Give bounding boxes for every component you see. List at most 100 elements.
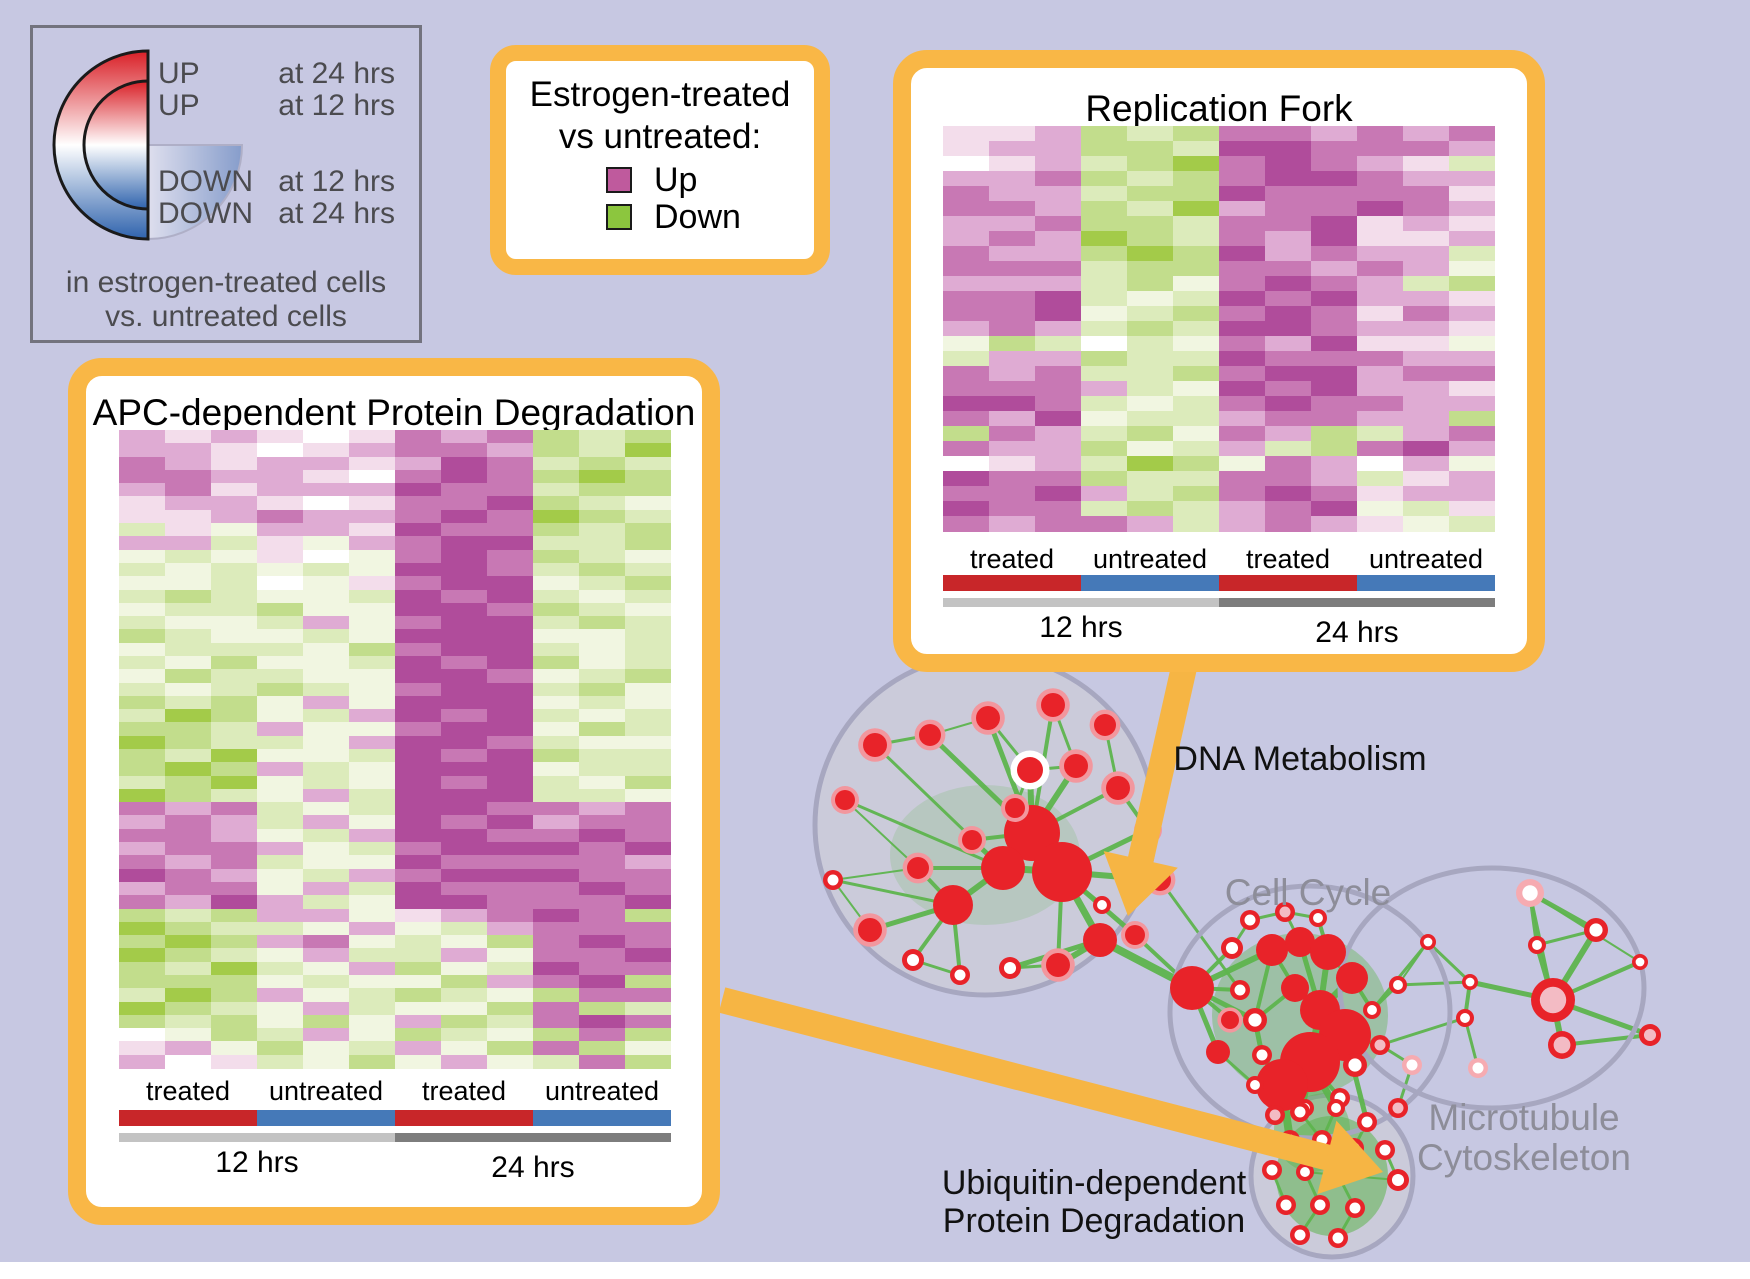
heatmap-cell <box>1311 471 1357 487</box>
heatmap-cell <box>533 602 579 617</box>
gene-node-core <box>1005 798 1025 818</box>
heatmap-cell <box>625 815 671 830</box>
treated-bar <box>1219 575 1357 591</box>
heatmap-cell <box>395 988 441 1003</box>
timepoint-label-24hrs: 24 hrs <box>491 1151 575 1184</box>
heatmap-cell <box>1173 126 1219 142</box>
heatmap-cell <box>1127 366 1173 382</box>
heatmap-cell <box>441 961 487 976</box>
heatmap-cell <box>349 496 395 511</box>
heatmap-cell <box>1449 246 1495 262</box>
heatmap-cell <box>1173 381 1219 397</box>
heatmap-cell <box>1403 456 1449 472</box>
heatmap-cell <box>1449 126 1495 142</box>
heatmap-cell <box>943 231 989 247</box>
heatmap-cell <box>1081 426 1127 442</box>
heatmap-cell <box>395 456 441 471</box>
heatmap-cell <box>943 141 989 157</box>
heatmap-cell <box>989 351 1035 367</box>
heatmap-cell <box>1219 171 1265 187</box>
heatmap-cell <box>1449 141 1495 157</box>
heatmap-cell <box>943 276 989 292</box>
heatmap-cell <box>257 443 303 458</box>
heatmap-cell <box>165 536 211 551</box>
heatmap-cell <box>441 788 487 803</box>
heatmap-cell <box>579 828 625 843</box>
heatmap-cell <box>579 935 625 950</box>
heatmap-cell <box>211 735 257 750</box>
network-edge <box>843 798 1005 870</box>
heatmap-cell <box>943 246 989 262</box>
heatmap-cell <box>165 842 211 857</box>
heatmap-cell <box>1035 261 1081 277</box>
heatmap-cell <box>395 669 441 684</box>
heatmap-cell <box>349 961 395 976</box>
heatmap-cell <box>257 1041 303 1056</box>
heatmap-cell <box>579 788 625 803</box>
heatmap-cell <box>395 523 441 538</box>
gene-node-ring-center <box>1379 1144 1391 1156</box>
heatmap-cell <box>349 549 395 564</box>
heatmap-cell <box>395 895 441 910</box>
heatmap-cell <box>1127 501 1173 517</box>
heatmap-cell <box>579 1054 625 1069</box>
heatmap-cell <box>395 655 441 670</box>
heatmap-cell <box>1219 486 1265 502</box>
heatmap-cell <box>943 261 989 277</box>
heatmap-cell <box>1311 321 1357 337</box>
heatmap-cell <box>1173 186 1219 202</box>
ubiquitin-degradation-label: Ubiquitin-dependent Protein Degradation <box>942 1164 1246 1240</box>
heatmap-cell <box>1265 486 1311 502</box>
heatmap-cell <box>349 988 395 1003</box>
gene-node-solid <box>1083 923 1117 957</box>
bottom-white-margin <box>0 1262 1750 1279</box>
heatmap-cell <box>303 695 349 710</box>
heatmap-cell <box>487 815 533 830</box>
heatmap-cell <box>257 642 303 657</box>
heatmap-cell <box>487 921 533 936</box>
heatmap-cell <box>395 536 441 551</box>
heatmap-cell <box>1127 336 1173 352</box>
heatmap-cell <box>395 735 441 750</box>
heatmap-cell <box>119 868 165 883</box>
heatmap-cell <box>349 430 395 444</box>
replication-fork-title: Replication Fork <box>1085 88 1353 129</box>
heatmap-cell <box>211 802 257 817</box>
heatmap-cell <box>303 1028 349 1043</box>
heatmap-cell <box>1311 156 1357 172</box>
gene-node-ring-center <box>1266 1164 1278 1176</box>
heatmap-cell <box>1081 351 1127 367</box>
heatmap-cell <box>1449 291 1495 307</box>
heatmap-cell <box>1357 456 1403 472</box>
gene-node-ring-center <box>954 969 966 981</box>
heatmap-cell <box>257 1001 303 1016</box>
heatmap-cell <box>165 523 211 538</box>
heatmap-cell <box>119 908 165 923</box>
heatmap-cell <box>119 1054 165 1069</box>
heatmap-cell <box>165 443 211 458</box>
heatmap-cell <box>211 430 257 444</box>
gene-node-ring-center <box>827 874 839 886</box>
heatmap-cell <box>943 486 989 502</box>
heatmap-cell <box>579 483 625 498</box>
gene-node-ring-center <box>1361 1116 1373 1128</box>
heatmap-cell <box>579 961 625 976</box>
heatmap-cell <box>625 974 671 989</box>
heatmap-cell <box>211 549 257 564</box>
heatmap-cell <box>257 1028 303 1043</box>
heatmap-cell <box>165 735 211 750</box>
heatmap-cell <box>349 629 395 644</box>
heatmap-cell <box>441 443 487 458</box>
heatmap-cell <box>989 426 1035 442</box>
heatmap-cell <box>441 921 487 936</box>
heatmap-cell <box>533 589 579 604</box>
heatmap-cell <box>395 921 441 936</box>
heatmap-cell <box>165 881 211 896</box>
heatmap-cell <box>257 961 303 976</box>
heatmap-cell <box>1173 246 1219 262</box>
heatmap-cell <box>1173 486 1219 502</box>
network-edge <box>831 878 955 907</box>
heatmap-cell <box>533 456 579 471</box>
heatmap-cell <box>349 669 395 684</box>
heatmap-cell <box>165 669 211 684</box>
